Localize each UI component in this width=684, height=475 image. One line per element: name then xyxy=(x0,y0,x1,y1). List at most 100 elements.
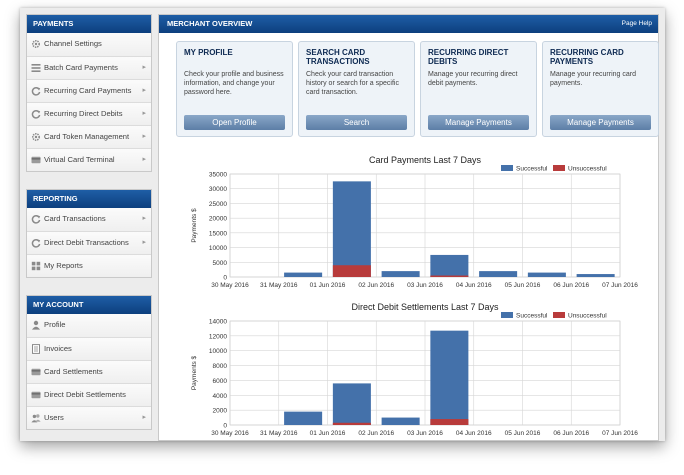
main-header: MERCHANT OVERVIEW Page Help xyxy=(159,15,658,33)
x-tick-label: 05 Jun 2016 xyxy=(505,430,541,437)
card-description: Check your profile and business informat… xyxy=(184,71,284,96)
search-button[interactable]: Search xyxy=(306,115,407,130)
y-axis-label: Payments $ xyxy=(191,355,198,390)
sidebar-item-direct-debit-settlements[interactable]: Direct Debit Settlements xyxy=(27,383,151,406)
legend-label-successful: Successful xyxy=(516,313,548,320)
y-tick-label: 14000 xyxy=(209,319,227,326)
x-tick-label: 01 Jun 2016 xyxy=(310,282,346,289)
sidebar-item-label: Recurring Direct Debits xyxy=(44,109,123,118)
card-icon xyxy=(31,390,41,400)
legend-swatch-successful xyxy=(501,165,513,171)
x-tick-label: 30 May 2016 xyxy=(211,430,249,437)
chevron-right-icon: ▸ xyxy=(142,64,146,71)
chart-legend: Successful Unsuccessful xyxy=(501,312,607,320)
chevron-right-icon: ▸ xyxy=(142,215,146,222)
x-tick-label: 04 Jun 2016 xyxy=(456,282,492,289)
page-help-link[interactable]: Page Help xyxy=(621,20,652,27)
y-tick-label: 0 xyxy=(223,423,227,430)
y-tick-label: 30000 xyxy=(209,186,227,193)
payments-panel-title: PAYMENTS xyxy=(27,15,151,33)
y-tick-label: 0 xyxy=(223,275,227,282)
card-title: RECURRING DIRECT DEBITS xyxy=(428,48,509,66)
payments-panel: PAYMENTS Channel Settings Batch Card Paym… xyxy=(26,14,152,172)
sidebar-item-recurring-card-payments[interactable]: Recurring Card Payments ▸ xyxy=(27,79,151,102)
bar-successful xyxy=(381,271,420,277)
sidebar-item-card-transactions[interactable]: Card Transactions ▸ xyxy=(27,208,151,231)
card-description: Manage your recurring direct debit payme… xyxy=(428,71,518,87)
bar-successful xyxy=(479,271,518,277)
bar-successful xyxy=(430,254,469,277)
sidebar-item-invoices[interactable]: Invoices xyxy=(27,337,151,360)
x-tick-label: 04 Jun 2016 xyxy=(456,430,492,437)
sidebar-item-batch-card-payments[interactable]: Batch Card Payments ▸ xyxy=(27,56,151,79)
sidebar-item-label: Profile xyxy=(44,320,66,329)
document-icon xyxy=(31,344,41,354)
users-icon xyxy=(31,413,41,423)
sidebar-item-card-settlements[interactable]: Card Settlements xyxy=(27,360,151,383)
sidebar-item-channel-settings[interactable]: Channel Settings xyxy=(27,33,151,56)
y-tick-label: 20000 xyxy=(209,216,227,223)
my-profile-card: MY PROFILE Check your profile and busine… xyxy=(176,41,293,137)
bar-successful xyxy=(332,383,371,425)
sidebar-item-profile[interactable]: Profile xyxy=(27,314,151,337)
card-icon xyxy=(31,155,41,165)
x-tick-label: 31 May 2016 xyxy=(260,430,298,437)
legend-swatch-unsuccessful xyxy=(553,312,565,318)
sidebar-item-label: Channel Settings xyxy=(44,39,102,48)
page-title: MERCHANT OVERVIEW xyxy=(167,19,253,28)
y-tick-label: 12000 xyxy=(209,333,227,340)
bar-unsuccessful xyxy=(332,422,371,425)
bar-successful xyxy=(284,272,323,277)
chevron-right-icon: ▸ xyxy=(142,239,146,246)
sidebar-item-label: Direct Debit Transactions xyxy=(44,238,129,247)
y-tick-label: 15000 xyxy=(209,230,227,237)
sidebar-item-label: Users xyxy=(44,413,64,422)
y-tick-label: 35000 xyxy=(209,172,227,179)
sidebar-item-direct-debit-transactions[interactable]: Direct Debit Transactions ▸ xyxy=(27,231,151,254)
y-tick-label: 25000 xyxy=(209,201,227,208)
chevron-right-icon: ▸ xyxy=(142,156,146,163)
x-tick-label: 31 May 2016 xyxy=(260,282,298,289)
reporting-panel-title: REPORTING xyxy=(27,190,151,208)
user-icon xyxy=(31,320,41,330)
x-tick-label: 07 Jun 2016 xyxy=(602,282,638,289)
manage-card-payments-button[interactable]: Manage Payments xyxy=(550,115,651,130)
recurring-direct-debits-card: RECURRING DIRECT DEBITS Manage your recu… xyxy=(420,41,537,137)
sidebar-item-label: Batch Card Payments xyxy=(44,63,118,72)
x-tick-label: 01 Jun 2016 xyxy=(310,430,346,437)
sidebar-item-users[interactable]: Users ▸ xyxy=(27,406,151,429)
recurring-card-payments-card: RECURRING CARD PAYMENTS Manage your recu… xyxy=(542,41,659,137)
card-icon xyxy=(31,367,41,377)
sidebar-item-label: Invoices xyxy=(44,344,72,353)
gear-icon xyxy=(31,132,41,142)
legend-label-successful: Successful xyxy=(516,166,548,173)
account-panel: MY ACCOUNT Profile Invoices Card Settlemen… xyxy=(26,295,152,430)
bar-unsuccessful xyxy=(430,419,469,425)
legend-swatch-unsuccessful xyxy=(553,165,565,171)
refresh-icon xyxy=(31,238,41,248)
x-tick-label: 03 Jun 2016 xyxy=(407,430,443,437)
refresh-icon xyxy=(31,86,41,96)
manage-direct-debits-button[interactable]: Manage Payments xyxy=(428,115,529,130)
sidebar-item-virtual-card-terminal[interactable]: Virtual Card Terminal ▸ xyxy=(27,148,151,171)
sidebar-item-card-token-management[interactable]: Card Token Management ▸ xyxy=(27,125,151,148)
app-window: PAYMENTS Channel Settings Batch Card Paym… xyxy=(20,8,665,441)
bar-unsuccessful xyxy=(332,265,371,277)
y-tick-label: 4000 xyxy=(213,393,228,400)
sidebar-item-my-reports[interactable]: My Reports xyxy=(27,254,151,277)
gear-icon xyxy=(31,39,41,49)
sidebar-item-recurring-direct-debits[interactable]: Recurring Direct Debits ▸ xyxy=(27,102,151,125)
legend-label-unsuccessful: Unsuccessful xyxy=(568,166,607,173)
card-payments-chart: Card Payments Last 7 Days Successful Unsuc… xyxy=(191,155,638,289)
bar-successful xyxy=(576,274,615,277)
x-tick-label: 02 Jun 2016 xyxy=(358,430,394,437)
search-card-transactions-card: SEARCH CARD TRANSACTIONS Check your card… xyxy=(298,41,415,137)
y-tick-label: 10000 xyxy=(209,245,227,252)
chart-title: Card Payments Last 7 Days xyxy=(369,155,482,165)
x-tick-label: 07 Jun 2016 xyxy=(602,430,638,437)
list-icon xyxy=(31,63,41,73)
open-profile-button[interactable]: Open Profile xyxy=(184,115,285,130)
direct-debit-settlements-chart: Direct Debit Settlements Last 7 DaysSucc… xyxy=(191,302,638,437)
card-title: RECURRING CARD PAYMENTS xyxy=(550,48,624,66)
refresh-icon xyxy=(31,214,41,224)
